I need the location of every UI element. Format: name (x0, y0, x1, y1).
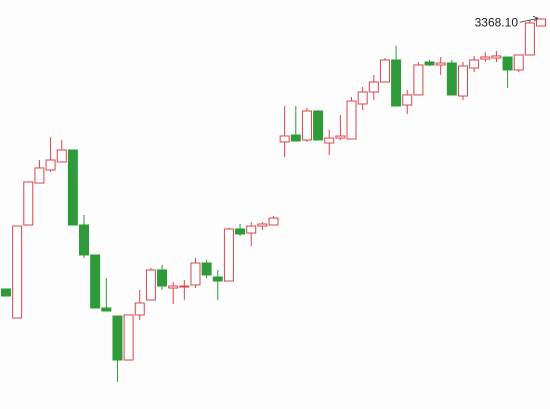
candle-body (12, 225, 23, 319)
candle-body (168, 285, 179, 289)
candle-body (446, 62, 457, 96)
candle-body (145, 269, 156, 301)
candle-body (480, 56, 491, 60)
candle-body (536, 18, 546, 27)
candle-body (223, 228, 234, 282)
candle-body (1, 288, 11, 297)
candle-body (268, 217, 279, 226)
annotation-arrowhead (532, 15, 539, 22)
candle-body (123, 314, 134, 361)
candle-body (413, 64, 424, 96)
candle-body (67, 149, 78, 226)
candle-body (502, 56, 513, 71)
annotation-arrow (519, 17, 539, 23)
candle-body (301, 110, 312, 141)
candle-body (112, 315, 123, 361)
candle-body (469, 59, 480, 69)
candle-body (391, 59, 402, 107)
annotation: 3368.10 (475, 15, 519, 29)
candle-body (524, 22, 535, 56)
candle-body (201, 262, 212, 276)
candle-body (324, 137, 335, 144)
candle-body (368, 81, 379, 93)
candle-body (457, 65, 468, 97)
candle-body (190, 262, 201, 286)
candle-body (212, 276, 223, 282)
candle-body (134, 302, 145, 316)
candle-body (90, 254, 101, 309)
candle-body (435, 62, 446, 66)
candle-body (56, 149, 67, 163)
candle-body (513, 54, 524, 71)
candle-body (179, 285, 190, 288)
candle-body (23, 181, 34, 226)
candle-body (79, 224, 90, 256)
candle-body (246, 225, 257, 234)
candle-body (235, 228, 246, 235)
candle-body (424, 61, 435, 66)
candle-body (313, 110, 324, 141)
candle-body (402, 94, 413, 106)
candle-body (157, 269, 168, 287)
candle-body (34, 167, 45, 184)
candle-body (101, 307, 112, 312)
candle-body (290, 134, 301, 142)
candle-body (45, 159, 56, 171)
candle-body (335, 135, 346, 139)
candle-body (491, 55, 502, 59)
candle-body (379, 59, 390, 83)
candle-body (257, 223, 268, 227)
candle-body (346, 100, 357, 140)
candle-body (279, 135, 290, 143)
candle-body (357, 91, 368, 105)
